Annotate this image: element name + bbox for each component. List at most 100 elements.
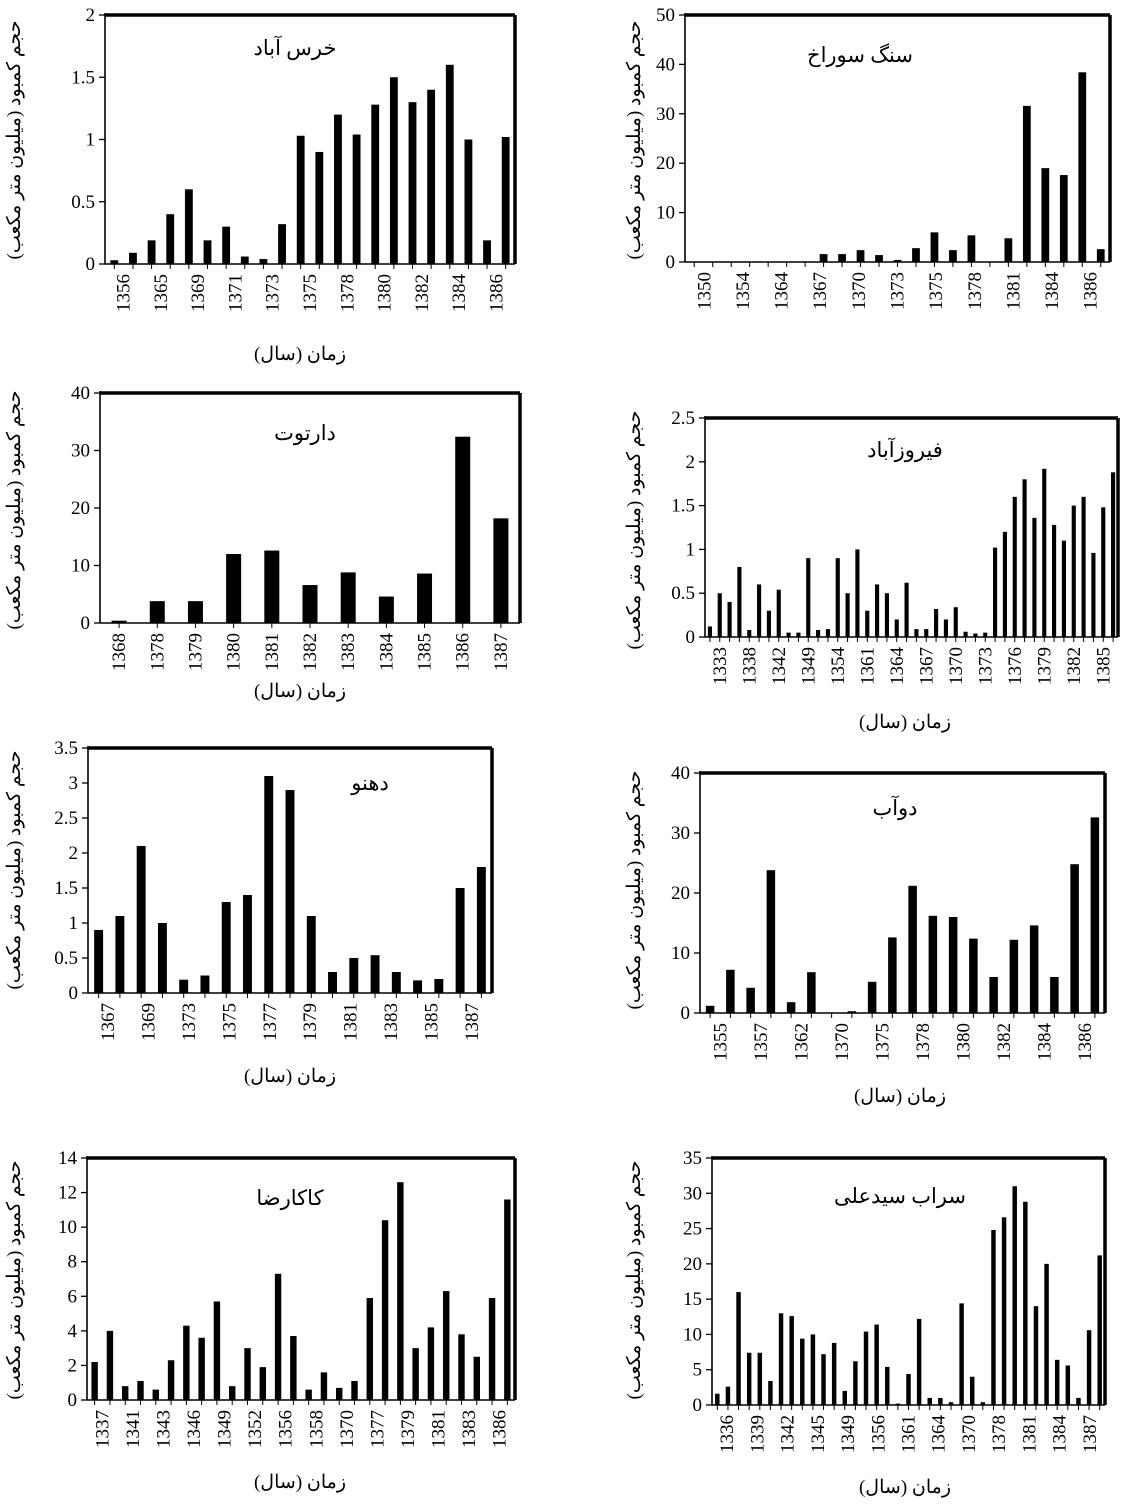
bar <box>1009 939 1019 1013</box>
bar <box>184 189 193 264</box>
x-tick-label: 1383 <box>459 1410 480 1448</box>
y-tick-label: 6 <box>68 1286 78 1307</box>
bar <box>953 607 958 637</box>
y-tick-label: 20 <box>656 153 675 174</box>
bar <box>875 255 883 262</box>
x-tick-label: 1382 <box>412 274 433 312</box>
x-tick-label: 1382 <box>1064 647 1085 685</box>
bar <box>969 938 978 1013</box>
chart-title: خرس آباد <box>254 34 337 61</box>
y-tick-label: 3.5 <box>54 738 78 759</box>
x-tick-label: 1385 <box>1093 647 1114 685</box>
x-tick-label: 1382 <box>300 633 321 671</box>
bar <box>378 596 394 623</box>
bar <box>1022 105 1031 262</box>
y-tick-label: 0 <box>86 254 96 275</box>
y-tick-label: 35 <box>683 1148 702 1169</box>
y-tick-label: 50 <box>656 5 675 26</box>
x-tick-label: 1386 <box>486 274 507 312</box>
bar <box>1097 1255 1102 1405</box>
y-tick-label: 0 <box>693 1395 703 1416</box>
x-axis-label: زمان (سال) <box>254 1472 346 1493</box>
y-tick-label: 2 <box>686 452 696 473</box>
y-tick-label: 1 <box>86 130 96 151</box>
bar <box>717 593 722 637</box>
x-tick-label: 1355 <box>710 1023 731 1061</box>
bar <box>737 566 742 637</box>
bar <box>408 102 417 265</box>
bar <box>473 1356 480 1400</box>
x-tick-label: 1382 <box>994 1023 1015 1061</box>
bar <box>934 608 939 637</box>
bar <box>705 1005 715 1013</box>
x-tick-label: 1361 <box>857 647 878 685</box>
y-tick-label: 3 <box>69 773 79 794</box>
y-tick-label: 0 <box>81 613 91 634</box>
bar <box>91 1361 98 1400</box>
x-axis-label: زمان (سال) <box>244 1066 336 1087</box>
x-tick-label: 1387 <box>1080 1415 1101 1453</box>
bar <box>1071 505 1076 637</box>
x-tick-label: 1341 <box>123 1410 144 1448</box>
bar <box>766 870 776 1013</box>
bar <box>1076 1397 1081 1405</box>
y-tick-label: 5 <box>693 1360 703 1381</box>
x-tick-label: 1377 <box>260 1003 281 1041</box>
bar <box>488 1298 496 1400</box>
bar <box>821 1354 826 1405</box>
x-axis-label: زمان (سال) <box>859 712 951 733</box>
x-tick-label: 1379 <box>398 1410 419 1448</box>
bar <box>924 629 929 637</box>
bar <box>967 235 976 262</box>
x-tick-label: 1370 <box>832 1023 853 1061</box>
x-tick-label: 1384 <box>1050 1415 1071 1454</box>
bar <box>340 572 356 623</box>
x-tick-label: 1375 <box>926 272 947 310</box>
y-tick-label: 40 <box>656 54 675 75</box>
bar <box>1091 552 1096 637</box>
x-tick-label: 1379 <box>300 1003 321 1041</box>
bar <box>989 977 998 1013</box>
bar <box>464 139 473 264</box>
bar <box>167 1360 175 1400</box>
x-tick-label: 1346 <box>184 1410 205 1448</box>
bar <box>336 1387 343 1400</box>
bar <box>1081 496 1086 637</box>
x-tick-label: 1377 <box>367 1410 388 1448</box>
bar <box>736 1292 741 1405</box>
bar <box>221 902 231 993</box>
bar <box>1029 925 1039 1013</box>
bar <box>381 1220 389 1400</box>
bar <box>914 629 919 637</box>
y-tick-label: 12 <box>58 1183 77 1204</box>
x-tick-label: 1384 <box>449 274 470 313</box>
x-tick-label: 1336 <box>717 1415 738 1453</box>
bar <box>259 1367 266 1400</box>
x-tick-label: 1356 <box>114 274 135 312</box>
x-tick-label: 1387 <box>491 633 512 671</box>
x-tick-label: 1373 <box>263 274 284 312</box>
x-tick-label: 1386 <box>1075 1023 1096 1061</box>
bar <box>786 632 791 637</box>
bar <box>786 1002 796 1013</box>
chart-6: 0 10 20 30 40 1355 1357 1362 1370 1375 1378 1380 138… <box>624 763 1107 1107</box>
y-tick-label: 30 <box>683 1183 702 1204</box>
x-tick-label: 1342 <box>769 647 790 685</box>
y-axis-label: حجم کمبود (میلیون متر مکعب) <box>4 1161 25 1400</box>
bar <box>959 1303 964 1405</box>
x-tick-label: 1370 <box>946 647 967 685</box>
x-tick-label: 1383 <box>338 633 359 671</box>
x-tick-label: 1380 <box>953 1023 974 1061</box>
bar <box>867 981 877 1013</box>
bar <box>949 250 957 262</box>
x-tick-label: 1370 <box>849 272 870 310</box>
x-tick-label: 1384 <box>1034 1023 1055 1062</box>
x-tick-label: 1385 <box>415 633 436 671</box>
y-tick-label: 2 <box>69 843 79 864</box>
x-tick-label: 1339 <box>747 1415 768 1453</box>
bar <box>1012 1186 1017 1405</box>
bar <box>835 558 840 637</box>
x-tick-label: 1381 <box>262 633 283 671</box>
x-tick-label: 1378 <box>989 1415 1010 1453</box>
bar <box>371 104 380 264</box>
